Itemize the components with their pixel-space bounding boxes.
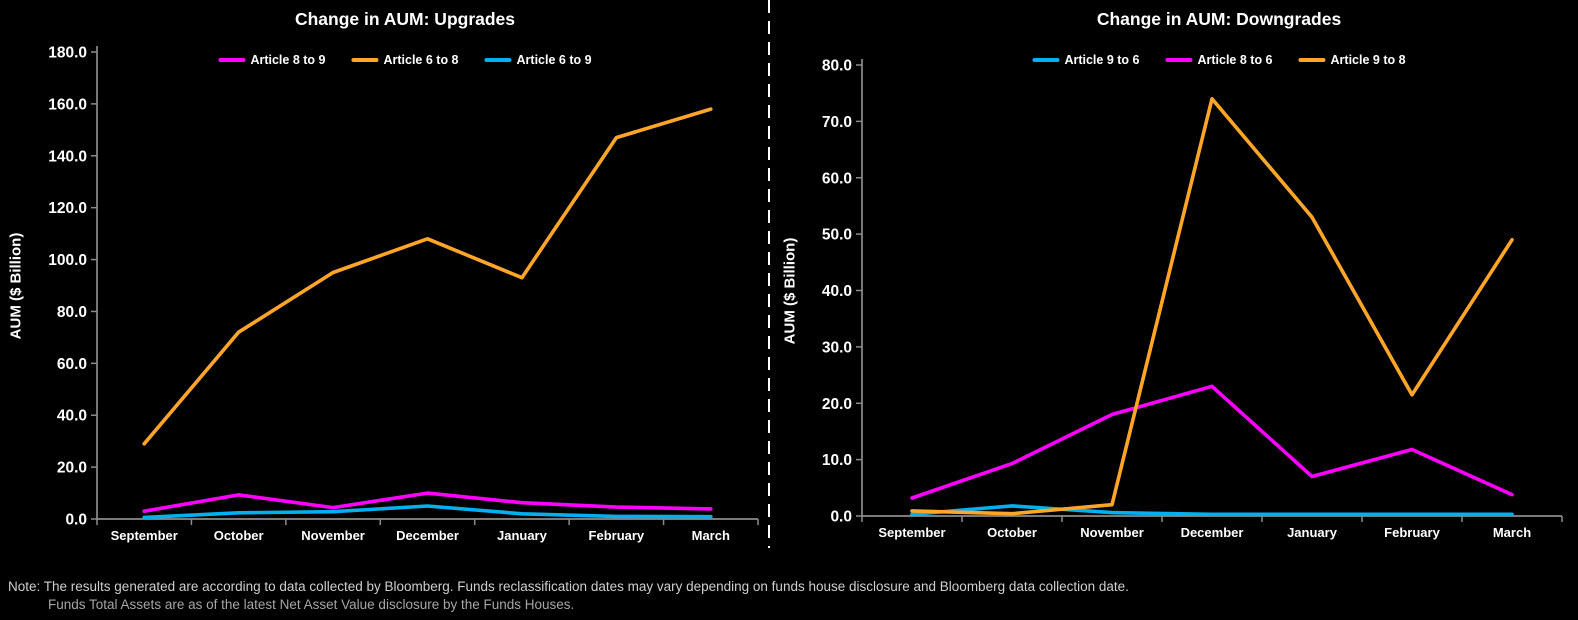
legend-label-article-8-to-9: Article 8 to 9 [250,53,326,67]
legend-item-article-9-to-6: Article 9 to 6 [1032,53,1139,67]
legend-downgrades: Article 9 to 6 Article 8 to 6 Article 9 to… [1032,53,1406,67]
footnote: Note: The results generated are accordin… [8,578,1129,613]
legend-swatch-article-6-to-8 [351,58,379,62]
y-tick-label: 20.0 [57,460,87,477]
chart-title-upgrades: Change in AUM: Upgrades [294,9,516,29]
legend-swatch-article-8-to-6 [1165,58,1193,62]
chart-title-downgrades: Change in AUM: Downgrades [1096,9,1342,29]
legend-swatch-article-9-to-8 [1298,58,1326,62]
series-line-article-8-to-9 [142,491,713,514]
panel-divider-dashed-line [768,0,770,548]
legend-label-article-9-to-6: Article 9 to 6 [1064,53,1140,67]
y-tick-label: 60.0 [822,170,852,187]
y-tick-label: 0.0 [830,509,852,526]
legend-swatch-article-9-to-6 [1032,58,1060,62]
x-tick-label-february: February [1384,525,1440,540]
upgrades-line-chart: 0.0 20.0 40.0 60.0 80.0 100.0 120.0 140.0 160.0 1… [48,45,759,543]
y-tick-label: 10.0 [822,452,852,469]
legend-item-article-8-to-9: Article 8 to 9 [218,53,325,67]
x-tick-label-march: March [692,528,730,543]
x-tick-label-september: September [878,525,945,540]
x-tick-label-february: February [589,528,645,543]
y-tick-label: 60.0 [57,356,87,373]
x-tick-label-december: December [1181,525,1244,540]
y-tick-label: 160.0 [48,96,87,113]
legend-item-article-9-to-8: Article 9 to 8 [1298,53,1406,67]
x-tick-label-september: September [111,528,178,543]
x-tick-label-october: October [214,528,264,543]
y-tick-label: 40.0 [822,283,852,300]
y-tick-label: 100.0 [48,252,87,269]
legend-item-article-6-to-9: Article 6 to 9 [484,53,592,67]
x-tick-label-january: January [1287,525,1338,540]
x-tick-label-november: November [1080,525,1144,540]
y-tick-label: 30.0 [822,339,852,356]
y-tick-label: 0.0 [65,512,87,529]
y-tick-label: 70.0 [822,114,852,131]
series-line-article-6-to-9 [142,504,713,520]
upgrades-chart-panel: Change in AUM: Upgrades Article 8 to 9 Ar… [0,0,770,558]
x-tick-label-october: October [987,525,1037,540]
footnote-line-1: Note: The results generated are accordin… [8,579,1129,594]
y-tick-label: 140.0 [48,148,87,165]
legend-label-article-6-to-9: Article 6 to 9 [516,53,592,67]
legend-swatch-article-6-to-9 [484,58,512,62]
legend-item-article-6-to-8: Article 6 to 8 [351,53,459,67]
series-line-article-9-to-8 [910,97,1514,516]
legend-label-article-8-to-6: Article 8 to 6 [1197,53,1273,67]
legend-upgrades: Article 8 to 9 Article 6 to 8 Article 6 to… [218,53,592,67]
y-tick-label: 50.0 [822,227,852,244]
legend-label-article-9-to-8: Article 9 to 8 [1330,53,1406,67]
x-tick-label-march: March [1493,525,1531,540]
downgrades-line-chart: 0.0 10.0 20.0 30.0 40.0 50.0 60.0 70.0 80.0 Septe… [822,58,1563,540]
y-tick-label: 180.0 [48,45,87,62]
footnote-line-2: Funds Total Assets are as of the latest … [48,597,575,612]
y-tick-label: 120.0 [48,200,87,217]
legend-swatch-article-8-to-9 [218,58,246,62]
x-tick-label-december: December [396,528,459,543]
series-line-article-8-to-6 [910,384,1514,500]
series-line-article-6-to-8 [142,107,713,446]
legend-label-article-6-to-8: Article 6 to 8 [383,53,459,67]
series-line-article-9-to-6 [910,504,1514,517]
y-tick-label: 40.0 [57,408,87,425]
x-tick-label-january: January [497,528,548,543]
downgrades-chart-panel: Change in AUM: Downgrades Article 9 to 6… [774,0,1578,558]
x-tick-label-november: November [301,528,365,543]
legend-item-article-8-to-6: Article 8 to 6 [1165,53,1273,67]
y-tick-label: 20.0 [822,396,852,413]
y-tick-label: 80.0 [57,304,87,321]
y-tick-label: 80.0 [822,58,852,75]
